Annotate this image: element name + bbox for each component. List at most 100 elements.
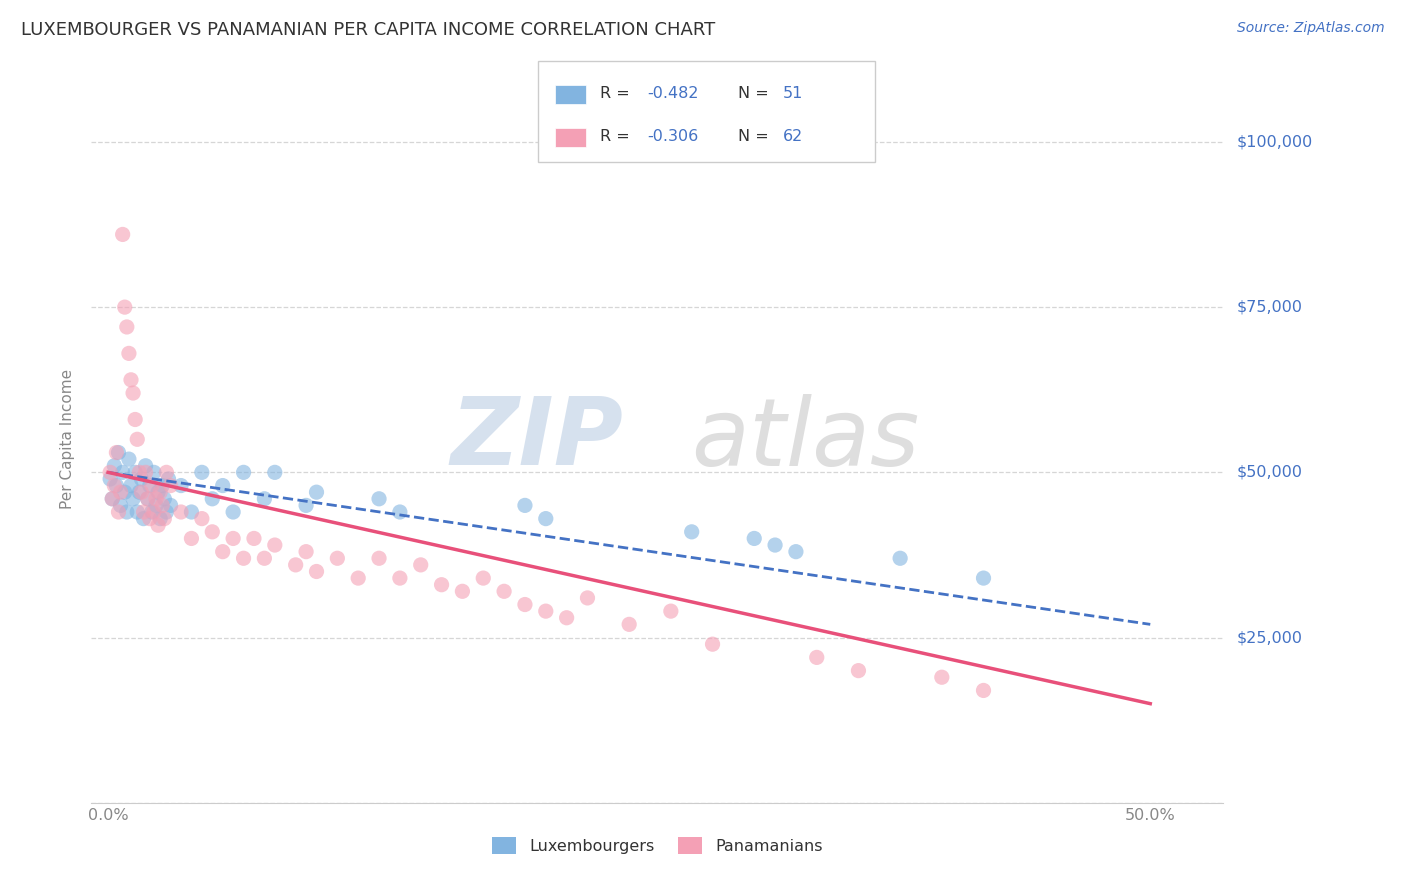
Point bbox=[155, 466, 177, 480]
Point bbox=[243, 532, 266, 546]
Point bbox=[141, 478, 163, 492]
Point bbox=[131, 472, 153, 486]
Point bbox=[180, 505, 202, 519]
Point bbox=[141, 505, 163, 519]
Point bbox=[848, 664, 870, 678]
Point bbox=[122, 386, 145, 401]
Text: 62: 62 bbox=[783, 129, 803, 144]
Point bbox=[368, 491, 391, 506]
Point bbox=[211, 544, 233, 558]
Point bbox=[128, 466, 150, 480]
Point bbox=[103, 478, 125, 492]
Point bbox=[232, 551, 254, 566]
Point bbox=[124, 466, 146, 480]
Point bbox=[107, 505, 129, 519]
Point bbox=[263, 466, 285, 480]
Text: 51: 51 bbox=[783, 87, 803, 101]
Point bbox=[127, 432, 149, 446]
Legend: Luxembourgers, Panamanians: Luxembourgers, Panamanians bbox=[486, 830, 828, 860]
Point bbox=[111, 227, 134, 242]
Point bbox=[124, 412, 146, 426]
Point bbox=[153, 511, 176, 525]
Point bbox=[136, 491, 159, 506]
Point bbox=[973, 571, 995, 585]
Point bbox=[430, 578, 453, 592]
Point bbox=[105, 478, 128, 492]
Point bbox=[973, 683, 995, 698]
Point bbox=[115, 320, 138, 334]
Point bbox=[201, 524, 224, 539]
Point bbox=[157, 472, 180, 486]
Point bbox=[128, 485, 150, 500]
Point bbox=[931, 670, 953, 684]
Point bbox=[222, 505, 245, 519]
Point bbox=[135, 466, 157, 480]
Text: -0.482: -0.482 bbox=[647, 87, 699, 101]
Point bbox=[114, 485, 136, 500]
Text: -0.306: -0.306 bbox=[647, 129, 697, 144]
Point bbox=[101, 491, 124, 506]
Text: R =: R = bbox=[600, 87, 636, 101]
Point bbox=[702, 637, 724, 651]
Point bbox=[159, 478, 181, 492]
Point bbox=[142, 505, 165, 519]
Point bbox=[513, 499, 536, 513]
Text: $100,000: $100,000 bbox=[1237, 135, 1313, 149]
Point bbox=[142, 466, 165, 480]
Point bbox=[139, 511, 162, 525]
Point bbox=[451, 584, 474, 599]
Point bbox=[368, 551, 391, 566]
Point bbox=[110, 485, 132, 500]
Point bbox=[806, 650, 828, 665]
Point bbox=[211, 478, 233, 492]
Point bbox=[111, 466, 134, 480]
Point bbox=[127, 505, 149, 519]
Point bbox=[159, 499, 181, 513]
Text: ZIP: ZIP bbox=[450, 393, 623, 485]
Point bbox=[146, 518, 169, 533]
Point bbox=[576, 591, 599, 605]
Point bbox=[263, 538, 285, 552]
Text: Source: ZipAtlas.com: Source: ZipAtlas.com bbox=[1237, 21, 1385, 35]
Text: $75,000: $75,000 bbox=[1237, 300, 1303, 315]
Point bbox=[114, 300, 136, 314]
Point bbox=[101, 491, 124, 506]
Point bbox=[555, 611, 578, 625]
Point bbox=[472, 571, 495, 585]
Point bbox=[98, 472, 121, 486]
Point bbox=[107, 445, 129, 459]
Point bbox=[494, 584, 516, 599]
Point bbox=[122, 491, 145, 506]
Text: $25,000: $25,000 bbox=[1237, 630, 1303, 645]
Point bbox=[132, 511, 155, 525]
Point bbox=[153, 491, 176, 506]
Point bbox=[617, 617, 640, 632]
Y-axis label: Per Capita Income: Per Capita Income bbox=[60, 369, 76, 509]
Point bbox=[149, 485, 172, 500]
Text: R =: R = bbox=[600, 129, 636, 144]
Point bbox=[180, 532, 202, 546]
Point bbox=[388, 505, 411, 519]
Text: N =: N = bbox=[738, 87, 775, 101]
Point bbox=[534, 511, 557, 525]
Point bbox=[98, 466, 121, 480]
Point bbox=[513, 598, 536, 612]
Point bbox=[659, 604, 682, 618]
Point bbox=[253, 551, 276, 566]
Point bbox=[155, 505, 177, 519]
Point bbox=[534, 604, 557, 618]
Point bbox=[118, 346, 141, 360]
Point bbox=[191, 511, 214, 525]
Point bbox=[388, 571, 411, 585]
Point bbox=[201, 491, 224, 506]
Point bbox=[150, 499, 173, 513]
Point bbox=[131, 485, 153, 500]
Point bbox=[103, 458, 125, 473]
Text: N =: N = bbox=[738, 129, 775, 144]
Point bbox=[763, 538, 786, 552]
Point bbox=[170, 505, 193, 519]
Point bbox=[889, 551, 911, 566]
Point bbox=[120, 373, 142, 387]
Point bbox=[222, 532, 245, 546]
Point bbox=[295, 544, 318, 558]
